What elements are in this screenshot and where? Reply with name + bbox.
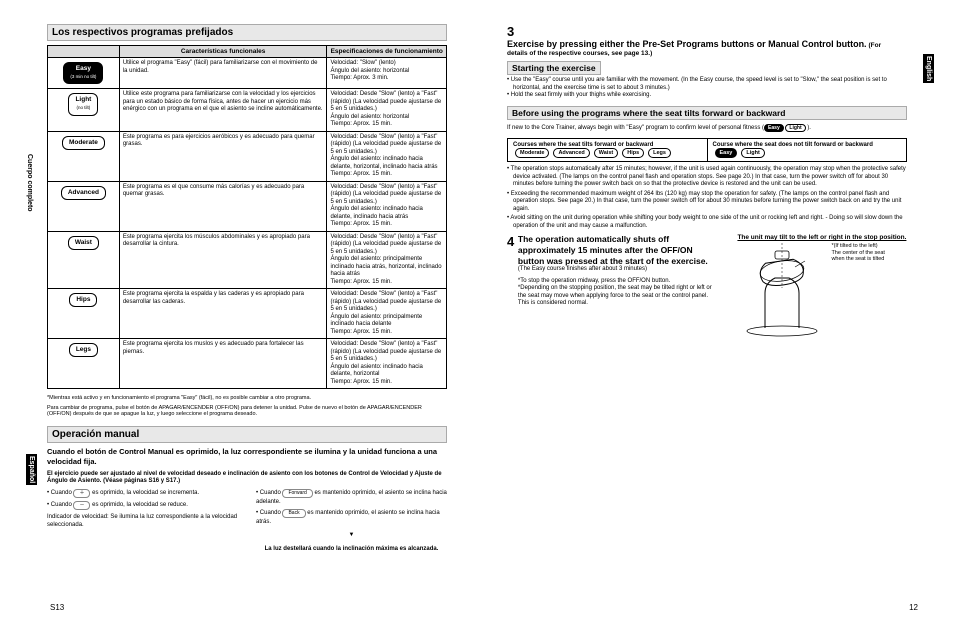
- table-cell-func: Este programa es el que consume más calo…: [119, 181, 327, 231]
- page-number-right: 12: [909, 603, 918, 612]
- before-line: If new to the Core Trainer, always begin…: [507, 125, 764, 131]
- table-cell-func: Este programa es para ejercicios aeróbic…: [119, 131, 327, 181]
- light-inline-icon: Light: [785, 124, 805, 133]
- step-3: 3 Exercise by pressing either the Pre-Se…: [507, 24, 907, 57]
- speed-indicator-text: Indicador de velocidad: Se ilumina la lu…: [47, 513, 238, 530]
- step4-number: 4: [507, 234, 514, 250]
- step4-line: *Depending on the stopping position, the…: [518, 285, 718, 308]
- programs-table: Características funcionales Especificaci…: [47, 45, 447, 389]
- tilt-caption-2: The center of the seat when the seat is …: [831, 250, 891, 263]
- back-icon: Back: [282, 509, 305, 518]
- table-cell-spec: Velocidad: Desde "Slow" (lento) a "Fast"…: [327, 89, 447, 132]
- col-a1-post: es oprimido, la velocidad se incrementa.: [90, 490, 199, 496]
- right-page: English 3 Exercise by pressing either th…: [492, 14, 922, 584]
- step3-number: 3: [507, 24, 514, 39]
- start-bullet-2: • Hold the seat firmly with your thighs …: [513, 92, 907, 100]
- table-cell-func: Este programa ejercita la espalda y las …: [119, 289, 327, 339]
- programs-title: Los respectivos programas prefijados: [47, 24, 447, 41]
- start-bullet-1: • Use the "Easy" course until you are fa…: [513, 77, 907, 92]
- table-cell-func: Utilice el programa "Easy" (fácil) para …: [119, 58, 327, 89]
- footnote-2: Para cambiar de programa, pulse el botón…: [47, 405, 447, 418]
- course-button: Advanced: [553, 148, 589, 158]
- lang-side-label-en: English: [923, 54, 934, 83]
- page-number-left: S13: [50, 603, 64, 612]
- course-button: Easy: [715, 148, 738, 158]
- table-cell-func: Este programa ejercita los muslos y es a…: [119, 339, 327, 389]
- note-bullet: • Exceeding the recommended maximum weig…: [513, 191, 907, 214]
- manual-title: Operación manual: [47, 426, 447, 443]
- table-cell-spec: Velocidad: "Slow" (lento) Ángulo del asi…: [327, 58, 447, 89]
- table-cell-spec: Velocidad: Desde "Slow" (lento) a "Fast"…: [327, 339, 447, 389]
- tilt-caption-1: *(If tilted to the left): [831, 243, 891, 250]
- program-button: Legs: [69, 343, 98, 357]
- table-cell-func: Este programa ejercita los músculos abdo…: [119, 231, 327, 289]
- right-notes: • The operation stops automatically afte…: [507, 166, 907, 230]
- speed-down-icon: －: [73, 501, 90, 510]
- left-page: Cuerpo completo Español Los respectivos …: [32, 14, 462, 584]
- table-cell-spec: Velocidad: Desde "Slow" (lento) a "Fast"…: [327, 289, 447, 339]
- body-side-label: Cuerpo completo: [26, 154, 33, 212]
- manual-sub: El ejercicio puede ser ajustado al nivel…: [47, 471, 447, 485]
- step4-sub: (The Easy course finishes after about 3 …: [518, 266, 718, 274]
- course-button: Moderate: [515, 148, 549, 158]
- manual-desc: Cuando el botón de Control Manual es opr…: [47, 447, 447, 467]
- step4-heading: The operation automatically shuts off ap…: [518, 234, 718, 266]
- th-spec: Especificaciones de funcionamiento: [327, 46, 447, 58]
- course-button: Waist: [594, 148, 618, 158]
- table-cell-spec: Velocidad: Desde "Slow" (lento) a "Fast"…: [327, 131, 447, 181]
- program-button: Advanced: [61, 186, 106, 200]
- speed-up-icon: ＋: [73, 489, 90, 498]
- program-button: Easy(3 min no tilt): [63, 62, 103, 84]
- program-button: Light(no tilt): [68, 93, 98, 115]
- col-b1-pre: • Cuando: [256, 490, 282, 496]
- step-4: 4 The operation automatically shuts off …: [507, 234, 907, 338]
- col-a2-post: es oprimido, la velocidad se reduce.: [90, 502, 187, 508]
- th-func: Características funcionales: [119, 46, 327, 58]
- note-bullet: • The operation stops automatically afte…: [513, 166, 907, 189]
- starting-title: Starting the exercise: [507, 61, 601, 75]
- course-box: Courses where the seat tilts forward or …: [507, 138, 907, 162]
- forward-icon: Forward: [282, 489, 312, 498]
- col-a1-pre: • Cuando: [47, 490, 73, 496]
- machine-icon: [737, 243, 827, 338]
- before-title: Before using the programs where the seat…: [507, 106, 907, 120]
- step3-heading: Exercise by pressing either the Pre-Set …: [507, 39, 867, 49]
- program-button: Hips: [69, 293, 97, 307]
- lang-side-label-es: Español: [26, 454, 37, 485]
- program-button: Waist: [68, 236, 99, 250]
- step4-line: *To stop the operation midway, press the…: [518, 278, 718, 286]
- table-cell-func: Utilice este programa para familiarizars…: [119, 89, 327, 132]
- course-right-buttons: EasyLight: [713, 148, 902, 158]
- course-button: Legs: [648, 148, 671, 158]
- col-a2-pre: • Cuando: [47, 502, 73, 508]
- table-cell-spec: Velocidad: Desde "Slow" (lento) a "Fast"…: [327, 181, 447, 231]
- manual-columns: • Cuando ＋ es oprimido, la velocidad se …: [47, 489, 447, 554]
- course-button: Light: [741, 148, 764, 158]
- note-bullet: • Avoid sitting on the unit during opera…: [513, 215, 907, 230]
- easy-inline-icon: Easy: [764, 124, 784, 133]
- tilt-heading: The unit may tilt to the left or right i…: [737, 234, 907, 241]
- course-button: Hips: [622, 148, 644, 158]
- program-button: Moderate: [62, 136, 105, 150]
- course-left-buttons: Moderate Advanced Waist Hips Legs: [513, 148, 702, 158]
- col-b2-pre: • Cuando: [256, 510, 282, 516]
- footnote-1: *Mientras está activo y en funcionamient…: [47, 395, 447, 402]
- table-cell-spec: Velocidad: Desde "Slow" (lento) a "Fast"…: [327, 231, 447, 289]
- tilt-max-note: La luz destellará cuando la inclinación …: [256, 545, 447, 553]
